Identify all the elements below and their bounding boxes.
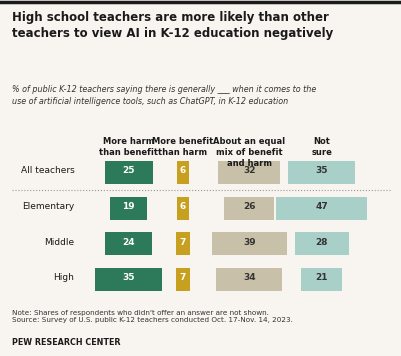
Text: 26: 26: [242, 202, 255, 211]
Text: 25: 25: [122, 166, 135, 176]
Text: 7: 7: [179, 273, 186, 282]
FancyBboxPatch shape: [95, 268, 162, 291]
FancyBboxPatch shape: [287, 161, 354, 184]
Text: More benefit
than harm: More benefit than harm: [152, 137, 213, 157]
Text: All teachers: All teachers: [20, 166, 74, 176]
Text: High: High: [53, 273, 74, 282]
Text: 6: 6: [179, 202, 186, 211]
Text: Not
sure: Not sure: [310, 137, 331, 157]
Text: 28: 28: [314, 237, 327, 247]
Text: 35: 35: [122, 273, 135, 282]
Text: Note: Shares of respondents who didn't offer an answer are not shown.
Source: Su: Note: Shares of respondents who didn't o…: [12, 310, 292, 323]
FancyBboxPatch shape: [176, 232, 189, 256]
FancyBboxPatch shape: [301, 268, 341, 291]
FancyBboxPatch shape: [177, 161, 188, 184]
Text: 34: 34: [242, 273, 255, 282]
Text: 21: 21: [314, 273, 327, 282]
FancyBboxPatch shape: [218, 161, 279, 184]
Text: Elementary: Elementary: [22, 202, 74, 211]
FancyBboxPatch shape: [177, 197, 188, 220]
Text: About an equal
mix of benefit
and harm: About an equal mix of benefit and harm: [213, 137, 285, 168]
Text: 24: 24: [122, 237, 135, 247]
FancyBboxPatch shape: [275, 197, 366, 220]
Text: 39: 39: [242, 237, 255, 247]
Text: 35: 35: [314, 166, 327, 176]
FancyBboxPatch shape: [176, 268, 189, 291]
Text: 7: 7: [179, 237, 186, 247]
FancyBboxPatch shape: [105, 232, 152, 256]
FancyBboxPatch shape: [104, 161, 152, 184]
Text: 47: 47: [314, 202, 327, 211]
Text: 19: 19: [122, 202, 135, 211]
FancyBboxPatch shape: [110, 197, 147, 220]
Text: 6: 6: [179, 166, 186, 176]
Text: More harm
than benefit: More harm than benefit: [99, 137, 158, 157]
FancyBboxPatch shape: [294, 232, 348, 256]
FancyBboxPatch shape: [224, 197, 273, 220]
Text: % of public K-12 teachers saying there is generally ___ when it comes to the
use: % of public K-12 teachers saying there i…: [12, 85, 316, 105]
Text: PEW RESEARCH CENTER: PEW RESEARCH CENTER: [12, 338, 120, 347]
FancyBboxPatch shape: [216, 268, 282, 291]
FancyBboxPatch shape: [211, 232, 286, 256]
Text: 32: 32: [242, 166, 255, 176]
Text: Middle: Middle: [44, 237, 74, 247]
Text: High school teachers are more likely than other
teachers to view AI in K-12 educ: High school teachers are more likely tha…: [12, 11, 332, 40]
